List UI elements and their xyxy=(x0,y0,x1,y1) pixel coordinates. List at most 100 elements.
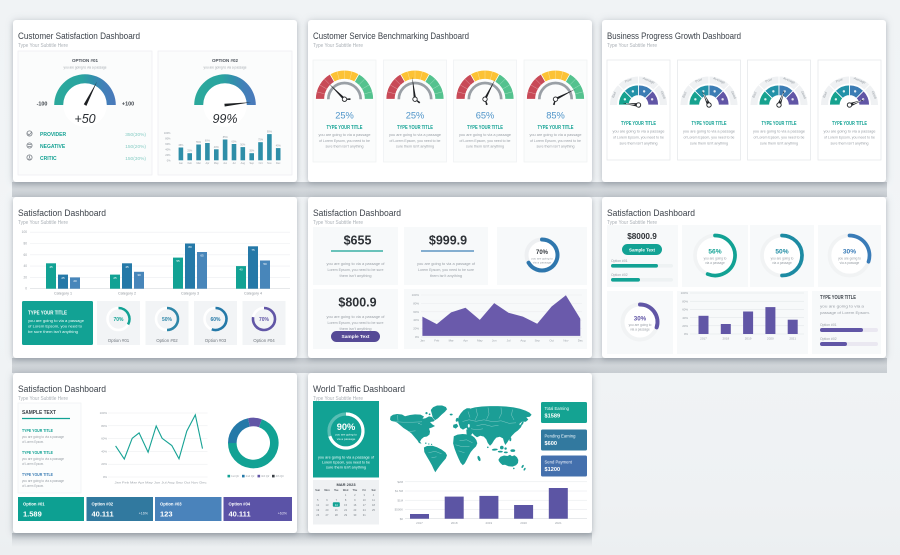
svg-text:25%: 25% xyxy=(187,150,193,153)
svg-text:you are going to via a passage: you are going to via a passage xyxy=(389,132,441,137)
svg-text:350(30%): 350(30%) xyxy=(125,132,146,138)
svg-text:Dec: Dec xyxy=(276,162,281,165)
svg-text:Category 2: Category 2 xyxy=(118,292,136,296)
svg-text:you are going to via a passage: you are going to via a passage of xyxy=(327,262,386,266)
svg-text:Mar: Mar xyxy=(196,162,200,165)
svg-text:17: 17 xyxy=(363,503,366,507)
svg-text:0%: 0% xyxy=(684,332,689,336)
svg-text:19: 19 xyxy=(316,508,319,512)
svg-text:20%: 20% xyxy=(165,153,171,157)
svg-text:$600: $600 xyxy=(545,441,557,447)
svg-text:25%: 25% xyxy=(406,111,425,121)
svg-text:of Lorem Epsom, you need to be: of Lorem Epsom, you need to be xyxy=(613,135,664,140)
svg-text:MAR 2023: MAR 2023 xyxy=(336,482,356,487)
svg-text:28: 28 xyxy=(335,513,338,517)
svg-text:80%: 80% xyxy=(682,299,688,303)
svg-text:65%: 65% xyxy=(476,111,495,121)
svg-text:Jan Feb Mar Apr May Jun: Jan Feb Mar Apr May Jun Jul Aug Sep Oct … xyxy=(115,481,208,485)
svg-text:2017: 2017 xyxy=(416,521,423,525)
svg-text:via a passage: via a passage xyxy=(772,261,792,265)
svg-text:Send Payment: Send Payment xyxy=(545,460,573,465)
svg-text:3rd Qtr: 3rd Qtr xyxy=(261,474,269,478)
svg-text:TYPE YOUR TITLE: TYPE YOUR TITLE xyxy=(327,125,364,131)
svg-text:56%: 56% xyxy=(708,249,721,256)
svg-text:be sure them isn't anything: be sure them isn't anything xyxy=(28,329,78,334)
svg-text:TYPE YOUR TITLE: TYPE YOUR TITLE xyxy=(820,295,856,301)
svg-text:of Lorem Epsom.: of Lorem Epsom. xyxy=(22,462,44,466)
svg-text:15: 15 xyxy=(344,503,347,507)
svg-text:TYPE YOUR TITLE: TYPE YOUR TITLE xyxy=(832,121,867,127)
svg-text:via a passage: via a passage xyxy=(337,437,356,441)
svg-text:you are going to via a passage: you are going to via a passage of xyxy=(417,262,476,266)
svg-text:Sat: Sat xyxy=(371,488,375,492)
svg-text:14: 14 xyxy=(335,503,338,507)
svg-text:70%: 70% xyxy=(113,317,124,323)
svg-text:them isn't anything: them isn't anything xyxy=(340,274,372,278)
svg-text:60%: 60% xyxy=(101,437,107,441)
svg-text:20: 20 xyxy=(73,279,77,283)
svg-text:16: 16 xyxy=(353,503,356,507)
svg-text:2019: 2019 xyxy=(486,521,493,525)
svg-text:you are going to via a passage: you are going to via a passage xyxy=(204,66,247,70)
svg-text:11: 11 xyxy=(372,498,375,502)
svg-text:40%: 40% xyxy=(165,147,171,151)
svg-text:35%: 35% xyxy=(249,150,255,153)
svg-text:10: 10 xyxy=(363,498,366,502)
svg-text:Satisfaction Dashboard: Satisfaction Dashboard xyxy=(18,383,106,394)
svg-text:60%: 60% xyxy=(413,310,419,314)
svg-text:Feb: Feb xyxy=(434,338,439,342)
svg-text:Oct: Oct xyxy=(259,162,263,165)
svg-text:2021: 2021 xyxy=(555,521,562,525)
svg-text:Option #01: Option #01 xyxy=(611,259,628,263)
svg-text:Type Your Subtitle Here: Type Your Subtitle Here xyxy=(18,396,68,402)
svg-text:99%: 99% xyxy=(212,112,237,126)
svg-text:90%: 90% xyxy=(337,422,356,432)
svg-text:50: 50 xyxy=(263,262,267,266)
svg-text:26: 26 xyxy=(316,513,319,517)
svg-text:TYPE YOUR TITLE: TYPE YOUR TITLE xyxy=(22,472,53,477)
svg-text:Dec: Dec xyxy=(578,338,584,342)
svg-text:Satisfaction Dashboard: Satisfaction Dashboard xyxy=(313,207,401,218)
svg-text:Customer Satisfaction Dashboar: Customer Satisfaction Dashboard xyxy=(18,30,140,41)
svg-text:25%: 25% xyxy=(335,111,354,121)
svg-text:Option #01: Option #01 xyxy=(23,502,45,507)
svg-text:Tue: Tue xyxy=(334,488,339,492)
svg-text:$1200: $1200 xyxy=(545,467,561,473)
svg-text:-100: -100 xyxy=(37,102,48,108)
svg-text:via a passage: via a passage xyxy=(705,261,725,265)
svg-text:Jul: Jul xyxy=(507,338,511,342)
svg-text:25: 25 xyxy=(113,276,117,280)
svg-text:Option #03: Option #03 xyxy=(205,338,227,343)
svg-text:20%: 20% xyxy=(682,324,688,328)
svg-text:100%: 100% xyxy=(164,131,171,135)
svg-text:CRITIC: CRITIC xyxy=(40,156,57,162)
svg-text:45: 45 xyxy=(49,265,53,269)
svg-text:TYPE YOUR TITLE: TYPE YOUR TITLE xyxy=(467,125,504,131)
svg-text:20%: 20% xyxy=(413,327,419,331)
svg-text:Oct: Oct xyxy=(549,338,554,342)
svg-text:Option #04: Option #04 xyxy=(229,502,251,507)
svg-text:29: 29 xyxy=(344,513,347,517)
svg-text:50%: 50% xyxy=(775,249,788,256)
svg-text:of Lorem Epsom, you need to be: of Lorem Epsom, you need to be xyxy=(460,138,511,143)
svg-text:you are going to via a passage: you are going to via a passage xyxy=(753,129,805,134)
svg-text:TYPE YOUR TITLE: TYPE YOUR TITLE xyxy=(22,428,53,433)
svg-text:150(20%): 150(20%) xyxy=(125,144,146,150)
svg-text:OPTION #02: OPTION #02 xyxy=(212,58,238,64)
svg-text:100%: 100% xyxy=(681,291,689,295)
svg-text:$999.9: $999.9 xyxy=(429,234,467,248)
svg-text:Type Your Subtitle Here: Type Your Subtitle Here xyxy=(313,43,363,49)
svg-text:30: 30 xyxy=(137,273,141,277)
svg-text:$0: $0 xyxy=(400,517,404,521)
svg-text:23: 23 xyxy=(353,508,356,512)
svg-text:them isn't anything: them isn't anything xyxy=(340,327,372,331)
svg-text:sure them isn't anything: sure them isn't anything xyxy=(466,144,504,149)
svg-text:1.589: 1.589 xyxy=(23,510,42,519)
svg-text:you are going to via a passage: you are going to via a passage xyxy=(319,132,371,137)
svg-text:Aug: Aug xyxy=(520,338,526,342)
svg-text:2020: 2020 xyxy=(520,521,527,525)
svg-text:May: May xyxy=(477,338,483,342)
svg-text:Customer Service Benchmarking: Customer Service Benchmarking Dashboard xyxy=(313,30,469,41)
svg-text:7: 7 xyxy=(336,498,338,502)
svg-text:40%: 40% xyxy=(413,318,419,322)
